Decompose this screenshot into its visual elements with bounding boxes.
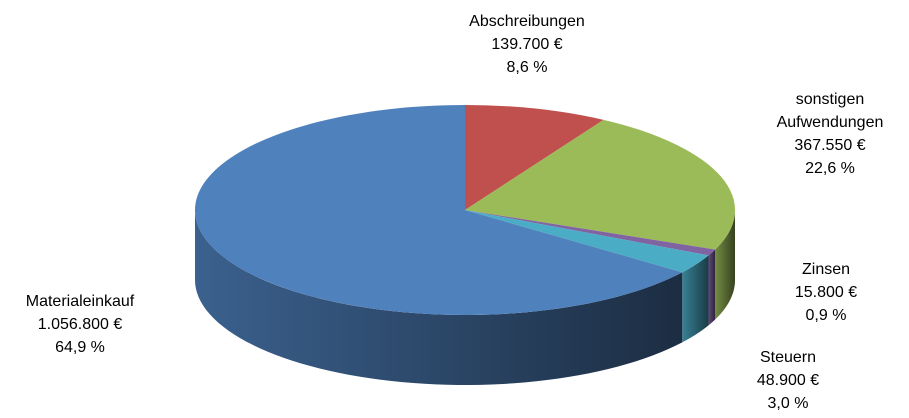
slice-label: Steuern 48.900 € 3,0 % [708,346,868,415]
slice [195,105,683,315]
data-label: 3,0 % [767,395,809,412]
slice-side [715,210,735,320]
slice-side [195,210,683,385]
data-label: 367.550 € [794,137,866,154]
data-label: 0,9 % [805,307,847,324]
category-label: Zinsen [801,261,851,278]
data-label: 1.056.800 € [37,316,123,333]
slice-label: Zinsen 15.800 € 0,9 % [746,258,906,327]
category-label: Materialeinkauf [25,293,135,310]
data-label: 64,9 % [55,339,105,356]
data-label: 22,6 % [805,160,855,177]
slice-label: sonstigen Aufwendungen 367.550 € 22,6 % [760,88,900,180]
slice-side [682,255,709,343]
data-label: 139.700 € [491,36,563,53]
category-label: Steuern [759,349,817,366]
category-label: Abschreibungen [469,13,585,30]
data-label: 48.900 € [756,372,820,389]
data-label: 15.800 € [794,284,858,301]
slice-label: Materialeinkauf 1.056.800 € 64,9 % [0,290,160,359]
category-label: sonstigen Aufwendungen [776,91,884,131]
data-label: 8,6 % [506,59,548,76]
slice [465,210,709,273]
slice [465,210,716,256]
slice [465,119,735,250]
slice-label: Abschreibungen 139.700 € 8,6 % [447,10,607,79]
slice-side [708,249,716,326]
slice [465,105,604,210]
